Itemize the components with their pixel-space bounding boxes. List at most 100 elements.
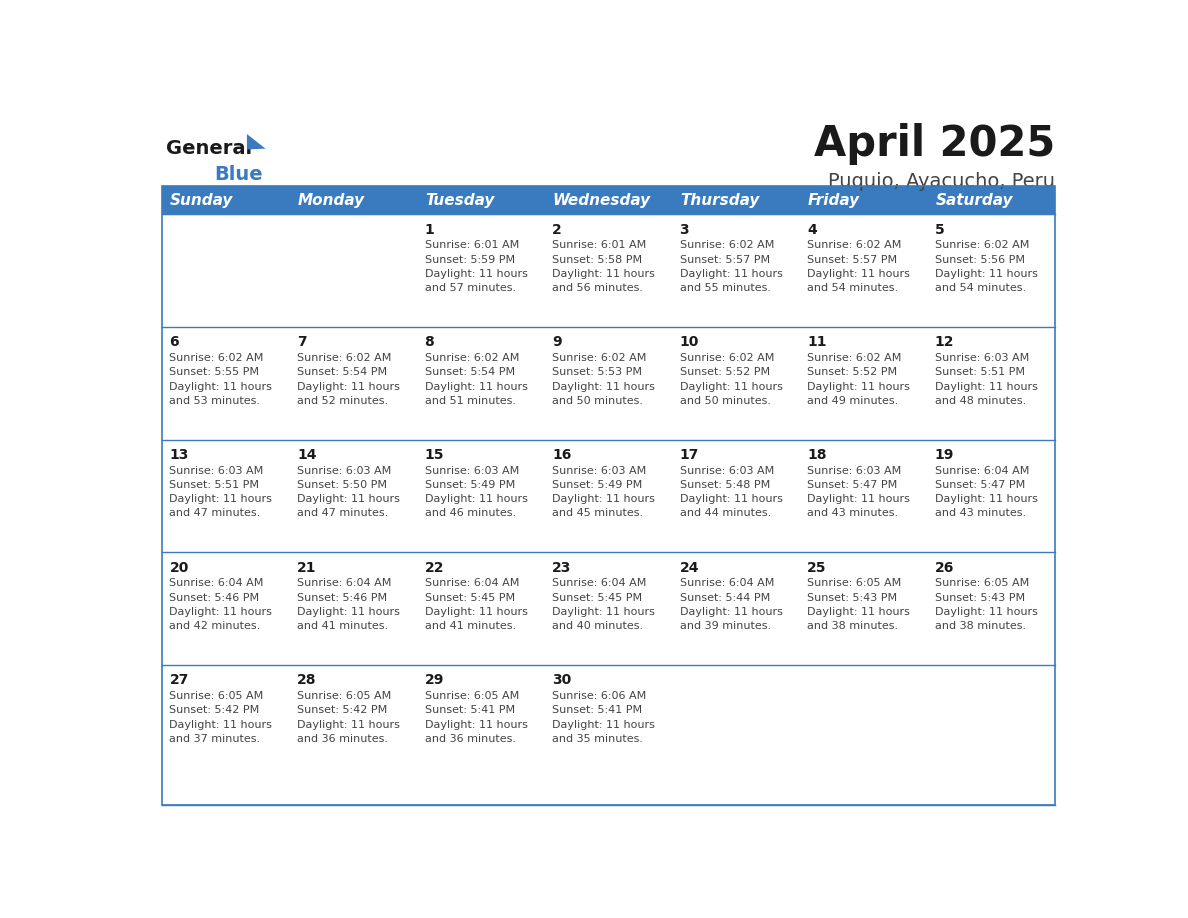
Text: 26: 26 <box>935 561 954 575</box>
Text: Sunrise: 6:02 AM: Sunrise: 6:02 AM <box>680 241 773 251</box>
Text: Sunrise: 6:03 AM: Sunrise: 6:03 AM <box>170 465 264 476</box>
Text: 2: 2 <box>552 222 562 237</box>
Text: Daylight: 11 hours: Daylight: 11 hours <box>424 494 527 504</box>
Polygon shape <box>247 134 266 150</box>
Text: Sunrise: 6:04 AM: Sunrise: 6:04 AM <box>170 578 264 588</box>
Text: Sunrise: 6:05 AM: Sunrise: 6:05 AM <box>807 578 902 588</box>
Text: 22: 22 <box>424 561 444 575</box>
Text: 12: 12 <box>935 335 954 350</box>
Text: and 50 minutes.: and 50 minutes. <box>552 396 643 406</box>
Text: 27: 27 <box>170 674 189 688</box>
Text: Sunset: 5:53 PM: Sunset: 5:53 PM <box>552 367 642 377</box>
Text: Sunrise: 6:02 AM: Sunrise: 6:02 AM <box>680 353 773 363</box>
Text: 25: 25 <box>807 561 827 575</box>
Text: Sunset: 5:47 PM: Sunset: 5:47 PM <box>807 480 897 490</box>
Text: Daylight: 11 hours: Daylight: 11 hours <box>807 607 910 617</box>
Text: Sunset: 5:44 PM: Sunset: 5:44 PM <box>680 593 770 603</box>
Text: and 54 minutes.: and 54 minutes. <box>935 283 1025 293</box>
Text: and 45 minutes.: and 45 minutes. <box>552 509 643 519</box>
Text: Daylight: 11 hours: Daylight: 11 hours <box>552 382 655 391</box>
Text: Daylight: 11 hours: Daylight: 11 hours <box>680 494 783 504</box>
Text: Sunset: 5:45 PM: Sunset: 5:45 PM <box>552 593 643 603</box>
Text: Sunrise: 6:02 AM: Sunrise: 6:02 AM <box>807 241 902 251</box>
Text: and 36 minutes.: and 36 minutes. <box>424 733 516 744</box>
Text: Sunset: 5:41 PM: Sunset: 5:41 PM <box>424 705 514 715</box>
Text: 6: 6 <box>170 335 179 350</box>
Text: Daylight: 11 hours: Daylight: 11 hours <box>552 607 655 617</box>
Text: Daylight: 11 hours: Daylight: 11 hours <box>680 382 783 391</box>
Text: 15: 15 <box>424 448 444 462</box>
Text: Sunrise: 6:06 AM: Sunrise: 6:06 AM <box>552 691 646 701</box>
Text: 3: 3 <box>680 222 689 237</box>
Text: Daylight: 11 hours: Daylight: 11 hours <box>935 382 1037 391</box>
Text: Daylight: 11 hours: Daylight: 11 hours <box>170 607 272 617</box>
Text: Sunset: 5:54 PM: Sunset: 5:54 PM <box>297 367 387 377</box>
Text: Daylight: 11 hours: Daylight: 11 hours <box>935 494 1037 504</box>
Text: 13: 13 <box>170 448 189 462</box>
Bar <box>163 440 1055 553</box>
Text: Daylight: 11 hours: Daylight: 11 hours <box>424 607 527 617</box>
Bar <box>163 186 1055 805</box>
Text: Sunrise: 6:02 AM: Sunrise: 6:02 AM <box>935 241 1029 251</box>
Text: Daylight: 11 hours: Daylight: 11 hours <box>170 382 272 391</box>
Text: Daylight: 11 hours: Daylight: 11 hours <box>552 720 655 730</box>
Text: Daylight: 11 hours: Daylight: 11 hours <box>807 382 910 391</box>
Text: and 44 minutes.: and 44 minutes. <box>680 509 771 519</box>
Text: Daylight: 11 hours: Daylight: 11 hours <box>935 269 1037 279</box>
Text: 10: 10 <box>680 335 699 350</box>
Text: Blue: Blue <box>214 164 263 184</box>
Text: Sunset: 5:45 PM: Sunset: 5:45 PM <box>424 593 514 603</box>
Text: and 54 minutes.: and 54 minutes. <box>807 283 898 293</box>
Text: and 43 minutes.: and 43 minutes. <box>935 509 1025 519</box>
Text: Sunrise: 6:04 AM: Sunrise: 6:04 AM <box>680 578 773 588</box>
Text: Sunrise: 6:03 AM: Sunrise: 6:03 AM <box>424 465 519 476</box>
Text: April 2025: April 2025 <box>814 123 1055 165</box>
Bar <box>163 186 1055 214</box>
Text: Sunrise: 6:03 AM: Sunrise: 6:03 AM <box>680 465 773 476</box>
Text: 24: 24 <box>680 561 699 575</box>
Text: Sunset: 5:42 PM: Sunset: 5:42 PM <box>170 705 260 715</box>
Bar <box>163 214 1055 327</box>
Bar <box>163 665 1055 778</box>
Text: and 49 minutes.: and 49 minutes. <box>807 396 898 406</box>
Text: and 41 minutes.: and 41 minutes. <box>297 621 388 632</box>
Text: Sunset: 5:58 PM: Sunset: 5:58 PM <box>552 254 643 264</box>
Text: and 40 minutes.: and 40 minutes. <box>552 621 643 632</box>
Text: and 41 minutes.: and 41 minutes. <box>424 621 516 632</box>
Text: Sunset: 5:48 PM: Sunset: 5:48 PM <box>680 480 770 490</box>
Text: Daylight: 11 hours: Daylight: 11 hours <box>935 607 1037 617</box>
Text: Sunset: 5:57 PM: Sunset: 5:57 PM <box>680 254 770 264</box>
Text: Sunrise: 6:03 AM: Sunrise: 6:03 AM <box>297 465 391 476</box>
Text: Sunset: 5:46 PM: Sunset: 5:46 PM <box>297 593 387 603</box>
Text: Daylight: 11 hours: Daylight: 11 hours <box>680 269 783 279</box>
Text: Daylight: 11 hours: Daylight: 11 hours <box>807 494 910 504</box>
Text: Sunday: Sunday <box>170 193 234 207</box>
Text: General: General <box>166 140 252 158</box>
Text: Wednesday: Wednesday <box>552 193 651 207</box>
Text: Sunset: 5:51 PM: Sunset: 5:51 PM <box>935 367 1025 377</box>
Text: and 38 minutes.: and 38 minutes. <box>935 621 1025 632</box>
Text: and 46 minutes.: and 46 minutes. <box>424 509 516 519</box>
Text: and 57 minutes.: and 57 minutes. <box>424 283 516 293</box>
Text: Tuesday: Tuesday <box>425 193 494 207</box>
Text: Sunset: 5:42 PM: Sunset: 5:42 PM <box>297 705 387 715</box>
Text: 28: 28 <box>297 674 316 688</box>
Text: Sunset: 5:46 PM: Sunset: 5:46 PM <box>170 593 259 603</box>
Text: 4: 4 <box>807 222 817 237</box>
Text: 19: 19 <box>935 448 954 462</box>
Text: Sunset: 5:52 PM: Sunset: 5:52 PM <box>680 367 770 377</box>
Bar <box>163 327 1055 440</box>
Text: Sunset: 5:50 PM: Sunset: 5:50 PM <box>297 480 387 490</box>
Text: Sunrise: 6:03 AM: Sunrise: 6:03 AM <box>935 353 1029 363</box>
Text: Daylight: 11 hours: Daylight: 11 hours <box>424 269 527 279</box>
Text: Sunrise: 6:04 AM: Sunrise: 6:04 AM <box>297 578 391 588</box>
Text: Sunrise: 6:05 AM: Sunrise: 6:05 AM <box>424 691 519 701</box>
Text: Sunrise: 6:03 AM: Sunrise: 6:03 AM <box>807 465 902 476</box>
Text: 30: 30 <box>552 674 571 688</box>
Text: Sunrise: 6:05 AM: Sunrise: 6:05 AM <box>935 578 1029 588</box>
Text: Sunrise: 6:05 AM: Sunrise: 6:05 AM <box>297 691 391 701</box>
Text: Sunset: 5:56 PM: Sunset: 5:56 PM <box>935 254 1025 264</box>
Text: Sunset: 5:54 PM: Sunset: 5:54 PM <box>424 367 514 377</box>
Text: Daylight: 11 hours: Daylight: 11 hours <box>552 494 655 504</box>
Text: and 48 minutes.: and 48 minutes. <box>935 396 1026 406</box>
